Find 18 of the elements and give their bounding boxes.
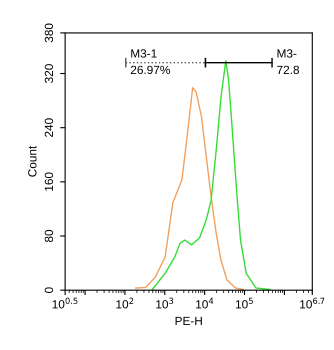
y-tick-label: 320	[44, 64, 54, 83]
x-tick-label: 10$^{4}$	[196, 298, 214, 308]
x-tick-label: 10$^{5}$	[236, 298, 253, 308]
y-tick-label: 80	[44, 230, 54, 242]
x-axis-title: PE-H	[176, 316, 202, 325]
y-tick-label: 240	[44, 118, 54, 137]
y-tick-label: 380	[44, 24, 54, 42]
y-tick-label: 160	[44, 172, 54, 191]
series-label: M3-1	[131, 49, 157, 58]
x-tick-label: 10$^{0.5}$	[52, 298, 78, 308]
series-label: M3-	[278, 49, 296, 58]
annotation: 26.97%	[130, 66, 170, 74]
x-tick-label: 10$^{3}$	[156, 298, 174, 308]
y-tick-label: 0	[44, 287, 54, 293]
y-axis-title: Count	[28, 146, 37, 177]
x-tick-label: 10$^{2}$	[116, 298, 134, 308]
x-tick-label: 10$^{6.7}$	[300, 298, 324, 308]
annotation: 72.8	[277, 66, 300, 74]
